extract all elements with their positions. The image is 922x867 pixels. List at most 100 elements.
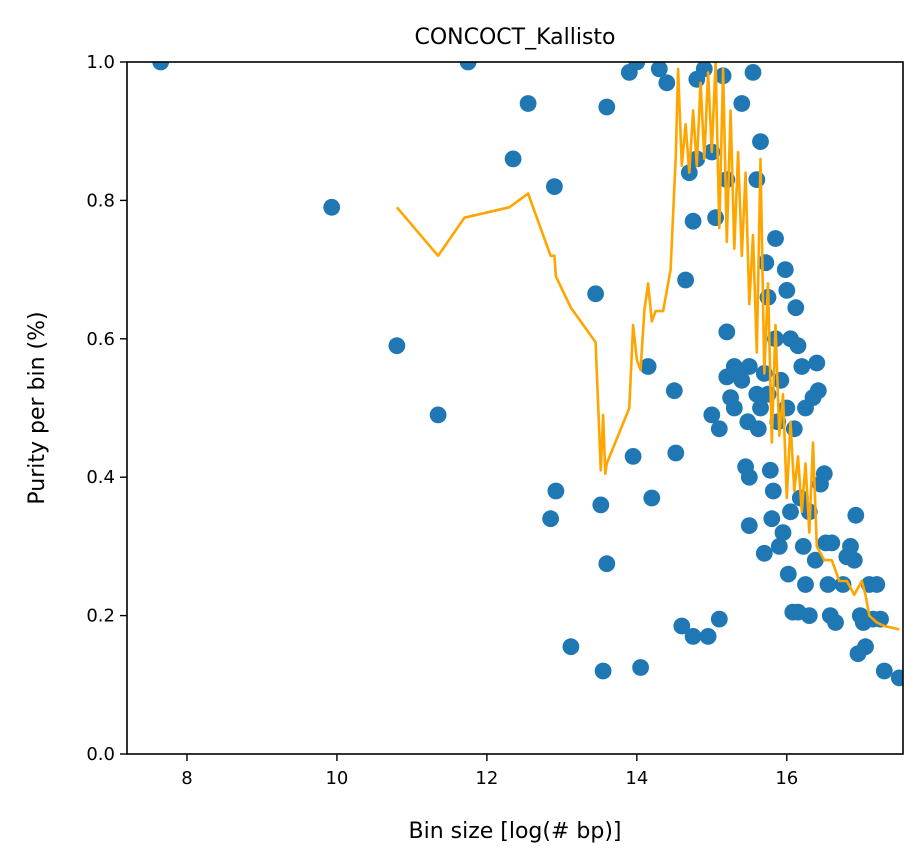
scatter-point — [800, 607, 818, 624]
scatter-point — [808, 354, 826, 372]
scatter-point — [562, 638, 580, 656]
scatter-point — [823, 534, 841, 552]
x-tick-label: 10 — [325, 768, 348, 789]
scatter-point — [639, 358, 657, 375]
y-axis: 0.0 0.2 0.4 0.6 0.8 1.0 — [86, 52, 127, 765]
x-axis: 8 10 12 14 16 — [181, 754, 798, 789]
scatter-point — [789, 337, 807, 355]
scatter-point — [594, 662, 612, 680]
scatter-point — [718, 171, 736, 189]
scatter-point — [857, 638, 874, 656]
scatter-point — [673, 617, 691, 635]
chart-title: CONCOCT_Kallisto — [414, 25, 615, 50]
scatter-point — [749, 420, 767, 438]
scatter-point — [815, 465, 833, 483]
scatter-point — [845, 551, 863, 569]
scatter-point — [875, 662, 893, 680]
scatter-point — [592, 496, 610, 514]
scatter-point — [624, 448, 642, 465]
scatter-point — [459, 62, 477, 71]
scatter-point — [707, 209, 724, 227]
y-tick-label: 0.6 — [86, 329, 115, 350]
scatter-point — [782, 503, 799, 521]
scatter-point — [323, 198, 341, 216]
scatter-point — [718, 323, 736, 341]
scatter-point — [787, 299, 805, 317]
scatter-point — [388, 337, 406, 355]
scatter-point — [774, 524, 792, 541]
scatter-point — [740, 517, 758, 534]
scatter-point — [793, 358, 811, 375]
scatter-point — [752, 399, 769, 417]
scatter-point — [890, 669, 903, 687]
plot-area — [152, 62, 903, 687]
scatter-point — [429, 406, 447, 424]
scatter-point — [733, 371, 751, 389]
scatter-point — [658, 74, 676, 92]
scatter-point — [763, 510, 781, 528]
scatter-point — [809, 382, 827, 400]
scatter-point — [152, 62, 170, 71]
scatter-point — [842, 538, 859, 555]
scatter-point — [519, 95, 537, 112]
x-tick-label: 14 — [625, 768, 648, 789]
scatter-point — [748, 171, 766, 189]
x-axis-label: Bin size [log(# bp)] — [408, 819, 621, 844]
scatter-point — [752, 133, 769, 151]
y-tick-label: 0.0 — [86, 744, 115, 765]
scatter-point — [504, 150, 522, 168]
scatter-point — [598, 98, 616, 116]
scatter-point — [868, 576, 886, 593]
scatter-point — [761, 461, 779, 479]
y-tick-label: 0.4 — [86, 467, 115, 488]
scatter-point — [587, 285, 604, 303]
scatter-point — [598, 555, 616, 573]
scatter-point — [643, 489, 661, 507]
y-tick-label: 0.2 — [86, 606, 115, 627]
scatter-point — [740, 468, 758, 486]
scatter-point — [725, 399, 743, 417]
x-tick-label: 8 — [181, 768, 192, 789]
plot-frame — [126, 61, 904, 755]
scatter-point — [785, 420, 803, 438]
y-tick-label: 0.8 — [86, 190, 115, 211]
scatter-point — [819, 576, 837, 593]
scatter-point — [650, 62, 668, 78]
scatter-point — [665, 382, 683, 400]
scatter-point — [847, 506, 865, 524]
scatter-point — [699, 628, 717, 645]
scatter-point — [667, 444, 685, 462]
scatter-point — [677, 271, 694, 289]
scatter-point — [628, 62, 646, 71]
scatter-point — [779, 565, 797, 583]
scatter-point — [778, 282, 796, 299]
scatter-point — [710, 420, 728, 438]
x-tick-label: 16 — [775, 768, 798, 789]
scatter-point — [770, 538, 788, 555]
scatter-point — [684, 628, 702, 645]
scatter-point — [546, 178, 563, 196]
scatter-point — [684, 212, 702, 230]
scatter-point — [733, 95, 751, 112]
scatter-point — [542, 510, 559, 528]
scatter-point — [776, 261, 794, 278]
scatter-point — [764, 482, 782, 500]
y-tick-label: 1.0 — [86, 52, 115, 73]
y-axis-label: Purity per bin (%) — [25, 311, 50, 504]
scatter-point — [767, 230, 784, 247]
scatter-point — [794, 538, 812, 555]
scatter-point — [695, 62, 713, 78]
trend-line — [395, 62, 900, 631]
x-tick-label: 12 — [475, 768, 498, 789]
scatter-point — [740, 358, 758, 375]
scatter-point — [797, 576, 814, 593]
scatter-point — [744, 64, 762, 81]
scatter-point — [632, 659, 649, 676]
scatter-point — [806, 551, 824, 569]
scatter-point — [547, 482, 565, 500]
scatter-point — [827, 614, 844, 631]
scatter-point — [755, 544, 773, 562]
scatter-point — [710, 610, 728, 628]
scatter-point — [703, 406, 721, 424]
